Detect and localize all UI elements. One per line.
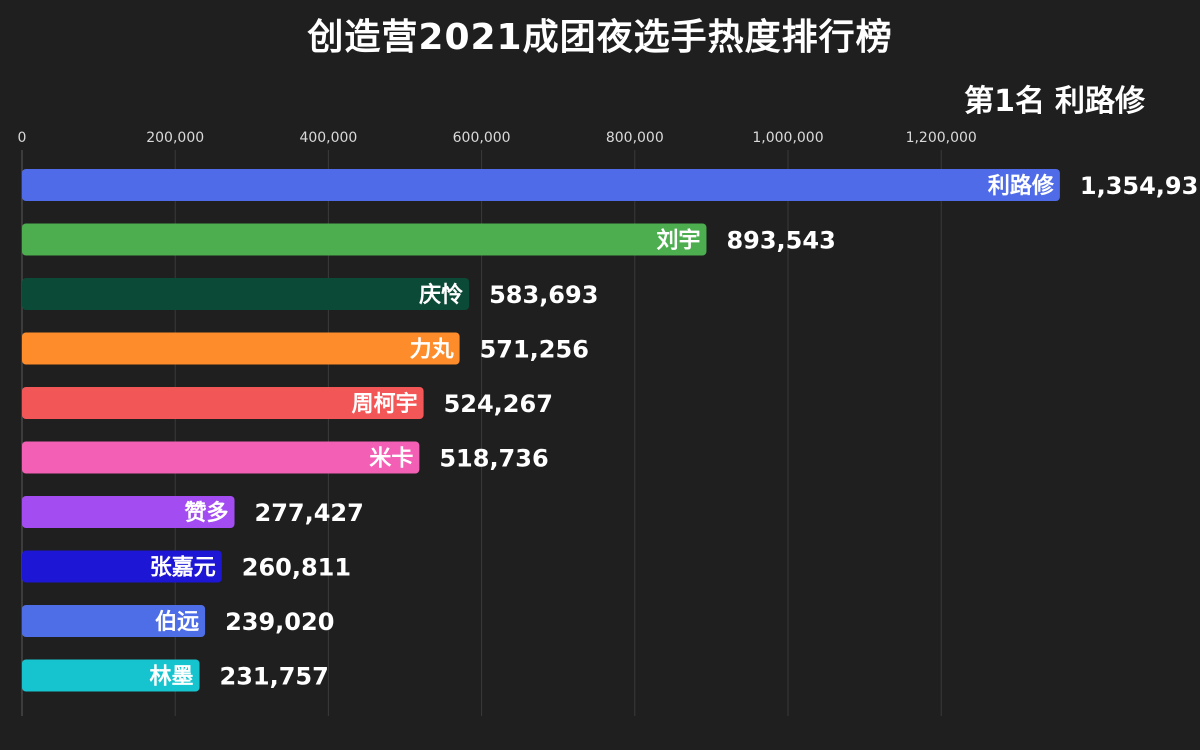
bar-category-label: 米卡 bbox=[369, 447, 413, 472]
bar-value-label: 239,020 bbox=[225, 608, 334, 636]
x-tick-label: 1,200,000 bbox=[906, 130, 977, 146]
bar-category-label: 力丸 bbox=[410, 338, 455, 363]
bar-value-label: 231,757 bbox=[220, 663, 329, 691]
x-tick-label: 400,000 bbox=[299, 130, 357, 146]
x-tick-label: 1,000,000 bbox=[752, 130, 823, 146]
bar-category-label: 赞多 bbox=[183, 500, 228, 526]
bar bbox=[22, 550, 222, 583]
x-tick-label: 800,000 bbox=[606, 130, 664, 146]
bar-category-label: 张嘉元 bbox=[150, 556, 216, 581]
bar bbox=[22, 332, 460, 365]
bar bbox=[22, 496, 235, 528]
bar-value-label: 1,354,932 bbox=[1080, 172, 1200, 200]
x-tick-label: 600,000 bbox=[453, 130, 511, 146]
bar bbox=[22, 169, 1060, 201]
bar-value-label: 893,543 bbox=[726, 227, 835, 255]
bar bbox=[22, 605, 206, 637]
leader-rank: 第1名 bbox=[964, 84, 1045, 119]
bar-category-label: 伯远 bbox=[155, 609, 199, 635]
bar-category-label: 利路修 bbox=[988, 173, 1055, 199]
bar bbox=[22, 659, 200, 692]
bars: 利路修 1,354,932 刘宇 893,543 庆怜 583,693 力丸 571,256 周… bbox=[22, 169, 1200, 692]
bar bbox=[22, 223, 707, 256]
bar-value-label: 571,256 bbox=[480, 336, 589, 364]
bar-value-label: 260,811 bbox=[242, 554, 351, 582]
bar-category-label: 周柯宇 bbox=[352, 391, 418, 417]
x-tick-label: 200,000 bbox=[146, 130, 204, 146]
bar bbox=[22, 278, 470, 310]
current-leader: 第1名 利路修 bbox=[964, 76, 1145, 120]
bar-category-label: 刘宇 bbox=[656, 228, 700, 254]
bar-value-label: 524,267 bbox=[444, 390, 553, 418]
bar-value-label: 518,736 bbox=[439, 445, 548, 473]
chart-title: 创造营2021成团夜选手热度排行榜 bbox=[307, 17, 893, 58]
x-axis-ticks: 0 200,000 400,000 600,000 800,000 1,000,000 1,… bbox=[18, 130, 977, 146]
bar bbox=[22, 441, 420, 474]
bar bbox=[22, 387, 424, 419]
bar-category-label: 庆怜 bbox=[419, 282, 463, 308]
bar-value-label: 277,427 bbox=[255, 499, 364, 527]
x-tick-label: 0 bbox=[18, 130, 27, 146]
bar-value-label: 583,693 bbox=[489, 281, 598, 309]
bar-category-label: 林墨 bbox=[150, 665, 194, 690]
leader-name: 利路修 bbox=[1055, 84, 1145, 119]
